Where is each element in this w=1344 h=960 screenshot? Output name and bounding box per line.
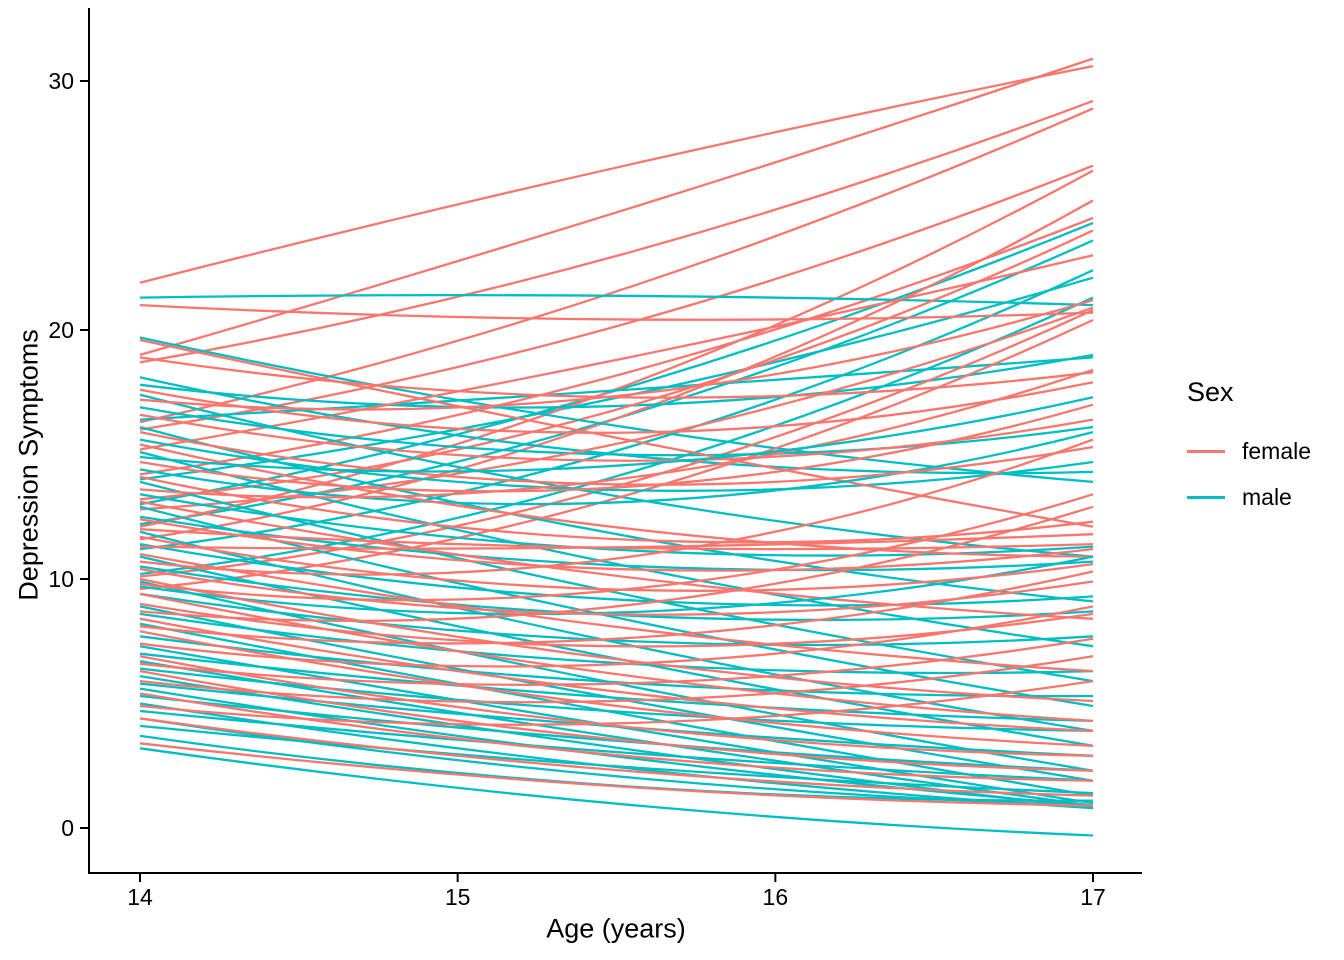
y-tick-label: 10 [48, 566, 74, 592]
trajectory-line-male [139, 438, 1094, 492]
trajectory-line-female [139, 475, 1094, 544]
legend-label-male: male [1242, 483, 1292, 510]
trajectory-line-male [139, 269, 1094, 551]
trajectory-line-female [139, 338, 1094, 528]
trajectory-line-male [139, 709, 1094, 782]
axis-lines [88, 8, 1142, 874]
trajectory-line-female [139, 107, 1094, 424]
trajectory-line-female [139, 430, 1094, 486]
trajectory-line-female [139, 655, 1094, 757]
y-tick-label: 0 [61, 815, 74, 841]
trajectory-line-male [139, 406, 1094, 457]
trajectory-line-female [139, 692, 1094, 782]
trajectory-line-female [139, 655, 1094, 704]
x-tick-label: 16 [763, 884, 789, 910]
trajectory-line-female [139, 500, 1094, 620]
trajectory-line-female [139, 199, 1094, 541]
trajectory-line-female [139, 617, 1094, 733]
trajectory-line-male [139, 296, 1094, 576]
y-axis-title: Depression Symptoms [13, 329, 44, 601]
trajectory-line-female [139, 742, 1094, 807]
legend: Sex female male [1187, 377, 1311, 520]
trajectory-line-male [139, 353, 1094, 409]
trajectory-line-male [139, 747, 1094, 837]
trajectory-line-female [139, 637, 1094, 686]
male-line-swatch [1187, 495, 1225, 499]
trajectory-line-male [139, 622, 1094, 797]
trajectory-line-male [139, 542, 1094, 607]
trajectory-line-male [139, 612, 1094, 675]
legend-entry-male: male [1187, 474, 1311, 520]
trajectory-line-female [139, 64, 1094, 284]
trajectory-line-female [139, 169, 1094, 528]
trajectory-line-female [139, 505, 1094, 623]
trajectory-line-female [139, 533, 1094, 550]
trajectory-line-female [139, 570, 1094, 645]
trajectory-line-female [139, 318, 1094, 591]
trajectory-line-male [139, 694, 1094, 772]
trajectory-line-female [139, 254, 1094, 451]
x-tick-label: 17 [1080, 884, 1106, 910]
legend-title: Sex [1187, 377, 1234, 407]
trajectory-line-male [139, 635, 1094, 698]
trajectory-line-male [139, 336, 1094, 484]
trajectory-line-female [139, 229, 1094, 501]
trajectory-line-female [139, 403, 1094, 493]
x-axis-title: Age (years) [546, 913, 686, 944]
trajectory-line-female [139, 518, 1094, 572]
y-tick-label: 20 [48, 317, 74, 343]
trajectory-line-male [139, 667, 1094, 733]
trajectory-line-female [139, 309, 1094, 578]
trajectory-line-male [139, 652, 1094, 723]
trajectory-line-female [139, 493, 1094, 602]
trajectory-line-female [139, 356, 1094, 399]
trajectory-line-male [139, 450, 1094, 648]
trajectory-line-male [139, 293, 1094, 307]
trajectory-line-female [139, 669, 1094, 772]
trajectory-line-female [139, 605, 1094, 668]
trajectory-line-male [139, 724, 1094, 795]
trajectory-line-female [139, 577, 1094, 703]
trajectory-line-male [139, 555, 1094, 616]
trajectory-line-female [139, 438, 1094, 576]
y-tick-label: 30 [48, 68, 74, 94]
trajectory-line-female [139, 381, 1094, 434]
x-tick-label: 14 [127, 884, 153, 910]
trajectory-line-female [139, 679, 1094, 726]
legend-entry-female: female [1187, 428, 1311, 474]
trajectory-line-female [139, 57, 1094, 357]
trajectory-line-female [139, 216, 1094, 476]
trajectory-line-male [139, 430, 1094, 506]
trajectory-line-female [139, 552, 1094, 673]
x-tick-label: 15 [445, 884, 471, 910]
trajectory-line-female [139, 298, 1094, 411]
trajectory-line-female [139, 717, 1094, 797]
trajectory-line-female [139, 443, 1094, 558]
trajectory-line-male [139, 592, 1094, 647]
trajectory-line-female [139, 303, 1094, 321]
trajectory-line-female [139, 99, 1094, 364]
female-line-swatch [1187, 449, 1225, 453]
legend-label-female: female [1242, 437, 1312, 464]
trajectory-line-male [139, 396, 1094, 473]
trajectory-line-female [139, 368, 1094, 499]
